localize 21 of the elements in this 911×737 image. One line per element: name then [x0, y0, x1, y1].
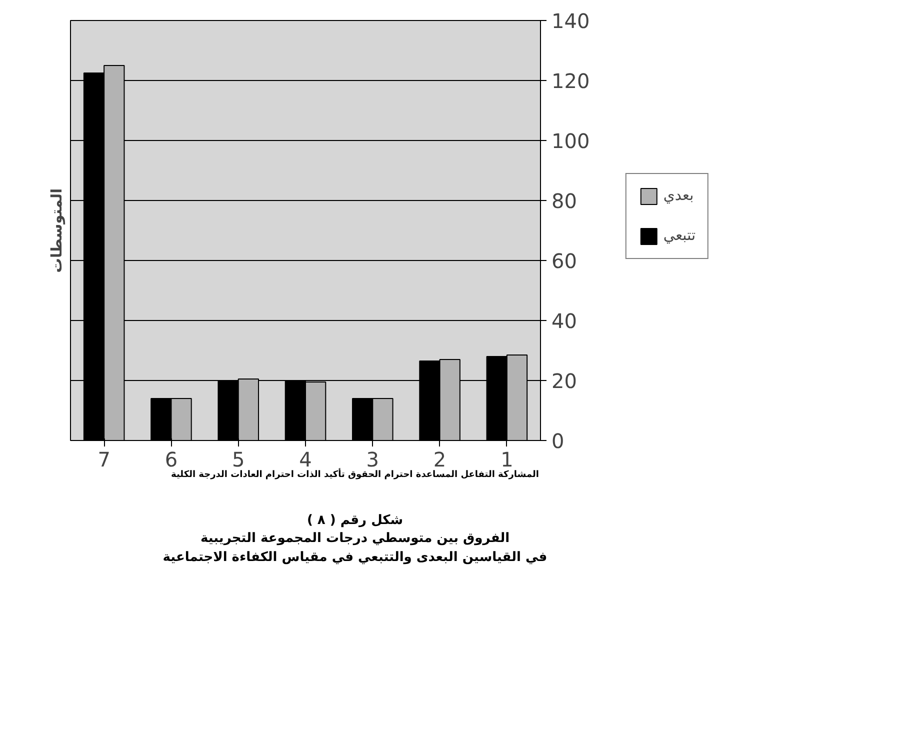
y-tick-label: 100 — [552, 129, 590, 153]
x-tick-label: 4 — [299, 448, 312, 472]
x-tick-label: 6 — [164, 448, 178, 472]
text: الفروق بين متوسطي درجات المجموعة التجريبية في القياسين البعدى والتتبعي في مقياس الكفاءة الاجتماعية — [162, 531, 548, 565]
y-tick-label: 60 — [552, 249, 577, 273]
legend-label: تتبعي — [663, 227, 696, 244]
y-tick-label: 20 — [552, 369, 577, 393]
x-tick-label: 3 — [366, 448, 380, 472]
text: شكل رقم ( ٨ ) — [306, 512, 404, 528]
y-tick-label: 40 — [552, 309, 577, 333]
y-tick-label: 80 — [552, 189, 577, 213]
legend-label: بعدي — [663, 187, 694, 204]
y-tick-label: 120 — [552, 69, 590, 93]
x-tick-label: 7 — [98, 448, 110, 472]
x-tick-label: 1 — [500, 448, 514, 472]
x-tick-label: 2 — [433, 448, 446, 472]
x-tick-label: 5 — [232, 448, 245, 472]
y-tick-label: 0 — [552, 429, 564, 453]
x-axis-title: المشاركة التفاعل المساعدة احترام الحقوق تأكيد الذات احترام العادات الدرجة الكلية — [171, 469, 539, 482]
y-tick-label: 140 — [552, 9, 590, 33]
y-axis-title: المتوسطات — [48, 188, 66, 273]
